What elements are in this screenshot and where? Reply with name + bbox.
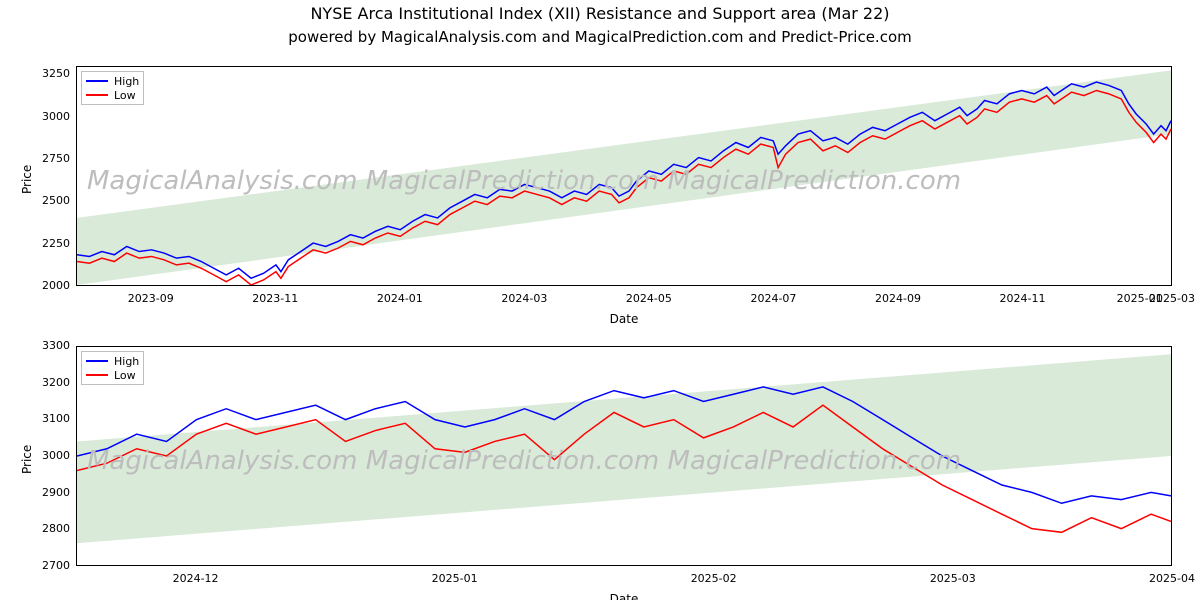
y-tick-mark (76, 384, 77, 385)
x-tick-mark (401, 285, 402, 286)
chart-panel-top: MagicalAnalysis.com MagicalPrediction.co… (0, 66, 1200, 336)
y-tick-mark (76, 75, 77, 76)
plot-area-top: MagicalAnalysis.com MagicalPrediction.co… (76, 66, 1172, 286)
y-tick-label: 3000 (20, 449, 70, 462)
legend-item-high: High (86, 74, 139, 88)
x-tick-mark (650, 285, 651, 286)
legend-top: High Low (81, 71, 144, 105)
legend-label-high: High (114, 355, 139, 368)
y-tick-mark (76, 202, 77, 203)
x-tick-mark (954, 565, 955, 566)
legend-bottom: High Low (81, 351, 144, 385)
y-tick-label: 2250 (20, 237, 70, 250)
x-axis-label-bottom: Date (76, 592, 1172, 600)
support-resistance-band (77, 354, 1171, 543)
figure: NYSE Arca Institutional Index (XII) Resi… (0, 0, 1200, 600)
support-resistance-band (77, 70, 1171, 285)
title-main: NYSE Arca Institutional Index (XII) Resi… (0, 4, 1200, 23)
x-tick-mark (276, 285, 277, 286)
chart-panel-bottom: MagicalAnalysis.com MagicalPrediction.co… (0, 346, 1200, 600)
y-tick-mark (76, 118, 77, 119)
y-tick-mark (76, 530, 77, 531)
y-tick-label: 2750 (20, 152, 70, 165)
title-subtitle: powered by MagicalAnalysis.com and Magic… (0, 28, 1200, 46)
x-tick-mark (1141, 285, 1142, 286)
x-tick-label: 2025-01 (432, 572, 478, 585)
y-tick-label: 3200 (20, 376, 70, 389)
chart-svg-bottom (77, 347, 1171, 565)
x-tick-mark (899, 285, 900, 286)
legend-swatch-low (86, 94, 108, 96)
x-tick-label: 2025-03 (930, 572, 976, 585)
x-tick-label: 2024-05 (626, 292, 672, 305)
x-tick-label: 2024-12 (173, 572, 219, 585)
x-axis-label-top: Date (76, 312, 1172, 326)
y-tick-mark (76, 457, 77, 458)
x-tick-label: 2024-01 (377, 292, 423, 305)
y-tick-label: 2000 (20, 279, 70, 292)
legend-swatch-high (86, 360, 108, 362)
y-tick-label: 2700 (20, 559, 70, 572)
x-tick-mark (715, 565, 716, 566)
y-tick-label: 2900 (20, 486, 70, 499)
x-tick-label: 2024-09 (875, 292, 921, 305)
y-tick-mark (76, 347, 77, 348)
x-tick-label: 2023-09 (128, 292, 174, 305)
legend-label-low: Low (114, 369, 136, 382)
plot-area-bottom: MagicalAnalysis.com MagicalPrediction.co… (76, 346, 1172, 566)
x-tick-label: 2025-04 (1149, 572, 1195, 585)
x-tick-label: 2024-11 (1000, 292, 1046, 305)
x-tick-label: 2023-11 (252, 292, 298, 305)
x-tick-mark (456, 565, 457, 566)
x-tick-mark (525, 285, 526, 286)
legend-label-high: High (114, 75, 139, 88)
x-tick-mark (1024, 285, 1025, 286)
y-tick-label: 3100 (20, 412, 70, 425)
y-tick-label: 3000 (20, 110, 70, 123)
y-tick-label: 3250 (20, 67, 70, 80)
y-tick-mark (76, 245, 77, 246)
legend-swatch-high (86, 80, 108, 82)
legend-swatch-low (86, 374, 108, 376)
y-tick-label: 2800 (20, 522, 70, 535)
legend-item-low: Low (86, 88, 139, 102)
y-tick-mark (76, 420, 77, 421)
x-tick-label: 2025-02 (691, 572, 737, 585)
legend-item-low: Low (86, 368, 139, 382)
y-tick-mark (76, 160, 77, 161)
legend-item-high: High (86, 354, 139, 368)
legend-label-low: Low (114, 89, 136, 102)
x-tick-mark (774, 285, 775, 286)
x-tick-label: 2025-03 (1149, 292, 1195, 305)
y-tick-label: 3300 (20, 339, 70, 352)
x-tick-mark (152, 285, 153, 286)
x-tick-mark (197, 565, 198, 566)
y-axis-label-top: Price (20, 165, 34, 194)
x-tick-label: 2024-07 (750, 292, 796, 305)
y-tick-label: 2500 (20, 194, 70, 207)
chart-svg-top (77, 67, 1171, 285)
x-tick-label: 2024-03 (501, 292, 547, 305)
y-tick-mark (76, 494, 77, 495)
